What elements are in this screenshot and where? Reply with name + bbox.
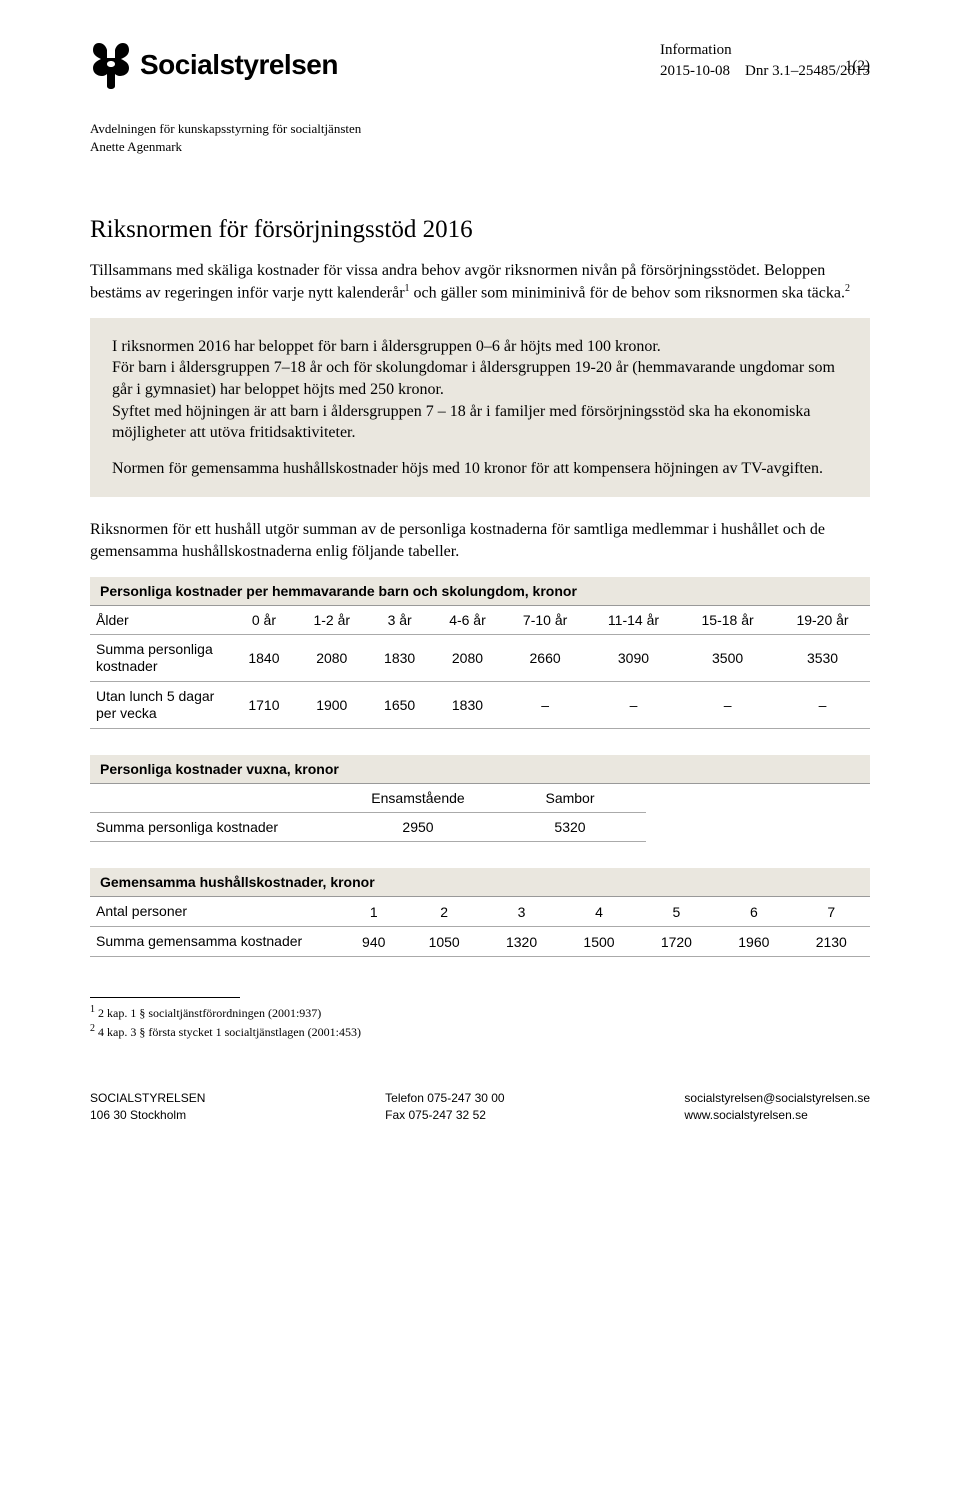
table1-cell: 3530: [775, 635, 870, 682]
document-page: Socialstyrelsen Information 2015-10-08 D…: [0, 0, 960, 1509]
table1-col: 0 år: [232, 606, 296, 635]
table-row: Summa gemensamma kostnader 940 1050 1320…: [90, 927, 870, 957]
footer-col-1: SOCIALSTYRELSEN 106 30 Stockholm: [90, 1090, 205, 1124]
table1-cell: –: [503, 682, 586, 729]
table1-col: 1-2 år: [296, 606, 368, 635]
table1-cell: –: [775, 682, 870, 729]
header-date: 2015-10-08: [660, 61, 730, 82]
page-footer: SOCIALSTYRELSEN 106 30 Stockholm Telefon…: [90, 1090, 870, 1124]
page-header: Socialstyrelsen Information 2015-10-08 D…: [90, 40, 870, 90]
table-row: Ålder 0 år 1-2 år 3 år 4-6 år 7-10 år 11…: [90, 606, 870, 635]
table2-spacer: [646, 784, 870, 813]
table3-cell: 1050: [405, 927, 482, 957]
table3-cell: 940: [342, 927, 405, 957]
table2: Ensamstående Sambor Summa personliga kos…: [90, 784, 870, 843]
table3: Antal personer 1 2 3 4 5 6 7 Summa gemen…: [90, 897, 870, 957]
table1-cell: 1710: [232, 682, 296, 729]
table1-col: 11-14 år: [587, 606, 680, 635]
table3-col: 6: [715, 897, 792, 926]
logo-text: Socialstyrelsen: [140, 49, 338, 81]
table1-cell: 1840: [232, 635, 296, 682]
table3-cell: 1500: [560, 927, 637, 957]
table-row: Antal personer 1 2 3 4 5 6 7: [90, 897, 870, 926]
table1-header-label: Ålder: [90, 606, 232, 635]
table2-col: Sambor: [494, 784, 646, 813]
table1-col: 4-6 år: [432, 606, 504, 635]
table1-title: Personliga kostnader per hemmavarande ba…: [90, 577, 870, 606]
table3-col: 4: [560, 897, 637, 926]
table-row: Ensamstående Sambor: [90, 784, 870, 813]
table3-col: 7: [793, 897, 870, 926]
box-p4: Normen för gemensamma hushållskostnader …: [112, 458, 848, 480]
box-p3: Syftet med höjningen är att barn i ålder…: [112, 403, 811, 442]
table1-row-label: Utan lunch 5 dagar per vecka: [90, 682, 232, 729]
table1-cell: 1830: [432, 682, 504, 729]
table3-title: Gemensamma hushållskostnader, kronor: [90, 868, 870, 897]
box-p2: För barn i åldersgruppen 7–18 år och för…: [112, 359, 835, 398]
table3-col: 1: [342, 897, 405, 926]
footnote-ref-2: 2: [845, 283, 850, 294]
footnote-2: 4 kap. 3 § första stycket 1 socialtjänst…: [95, 1025, 361, 1039]
post-box-paragraph: Riksnormen för ett hushåll utgör summan …: [90, 519, 870, 562]
logo-block: Socialstyrelsen: [90, 40, 338, 90]
table3-header-label: Antal personer: [90, 897, 342, 926]
footer-col-3: socialstyrelsen@socialstyrelsen.se www.s…: [684, 1090, 870, 1124]
socialstyrelsen-logo-icon: [90, 40, 132, 90]
table3-cell: 1960: [715, 927, 792, 957]
table1-col: 15-18 år: [680, 606, 775, 635]
table3-col: 5: [638, 897, 715, 926]
intro-paragraph: Tillsammans med skäliga kostnader för vi…: [90, 260, 870, 304]
table2-cell: 5320: [494, 812, 646, 842]
table2-cell: 2950: [342, 812, 494, 842]
table2-empty: [90, 784, 342, 813]
document-title: Riksnormen för försörjningsstöd 2016: [90, 216, 870, 244]
table1-cell: 2660: [503, 635, 586, 682]
table1-cell: 3500: [680, 635, 775, 682]
table-row: Summa personliga kostnader 2950 5320: [90, 812, 870, 842]
table1-cell: 2080: [296, 635, 368, 682]
footer-col-2: Telefon 075-247 30 00 Fax 075-247 32 52: [385, 1090, 504, 1124]
table1-col: 3 år: [368, 606, 432, 635]
table1-cell: 1900: [296, 682, 368, 729]
intro-text-2: och gäller som miniminivå för de behov s…: [410, 284, 845, 301]
table3-col: 3: [483, 897, 560, 926]
footnotes: 1 2 kap. 1 § socialtjänstförordningen (2…: [90, 997, 870, 1040]
table1-cell: –: [587, 682, 680, 729]
table3-cell: 2130: [793, 927, 870, 957]
dept-line: Avdelningen för kunskapsstyrning för soc…: [90, 120, 870, 138]
highlight-box: I riksnormen 2016 har beloppet för barn …: [90, 318, 870, 498]
table3-row-label: Summa gemensamma kostnader: [90, 927, 342, 957]
footnote-1: 2 kap. 1 § socialtjänstförordningen (200…: [95, 1006, 321, 1020]
table1: Ålder 0 år 1-2 år 3 år 4-6 år 7-10 år 11…: [90, 606, 870, 729]
table2-row-label: Summa personliga kostnader: [90, 812, 342, 842]
table1-cell: 3090: [587, 635, 680, 682]
table1-col: 7-10 år: [503, 606, 586, 635]
table1-cell: 1830: [368, 635, 432, 682]
table1-cell: 2080: [432, 635, 504, 682]
info-label: Information: [660, 40, 870, 61]
table1-row-label: Summa personliga kostnader: [90, 635, 232, 682]
table1-cell: 1650: [368, 682, 432, 729]
table2-title: Personliga kostnader vuxna, kronor: [90, 755, 870, 784]
box-p1: I riksnormen 2016 har beloppet för barn …: [112, 338, 661, 355]
department-block: Avdelningen för kunskapsstyrning för soc…: [90, 120, 870, 156]
dept-author: Anette Agenmark: [90, 138, 870, 156]
page-number: 1(2): [845, 58, 870, 75]
header-meta: Information 2015-10-08 Dnr 3.1–25485/201…: [660, 40, 870, 82]
footnote-rule: [90, 997, 240, 998]
table-row: Summa personliga kostnader 1840 2080 183…: [90, 635, 870, 682]
table2-spacer: [646, 812, 870, 842]
table1-col: 19-20 år: [775, 606, 870, 635]
table3-cell: 1320: [483, 927, 560, 957]
table2-col: Ensamstående: [342, 784, 494, 813]
table3-col: 2: [405, 897, 482, 926]
table-row: Utan lunch 5 dagar per vecka 1710 1900 1…: [90, 682, 870, 729]
table3-cell: 1720: [638, 927, 715, 957]
table1-cell: –: [680, 682, 775, 729]
